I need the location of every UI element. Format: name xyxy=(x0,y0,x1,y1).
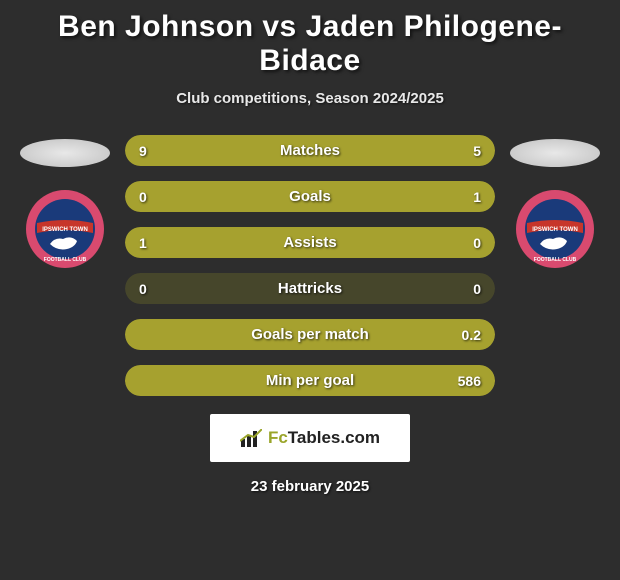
svg-text:FOOTBALL CLUB: FOOTBALL CLUB xyxy=(44,257,87,263)
stat-bar: 95Matches xyxy=(125,135,495,166)
stat-label: Goals per match xyxy=(125,319,495,350)
page-title: Ben Johnson vs Jaden Philogene-Bidace xyxy=(10,10,610,78)
club-badge-left: IPSWICH TOWN FOOTBALL CLUB xyxy=(25,189,105,269)
stat-bar: 586Min per goal xyxy=(125,365,495,396)
brand-text: FcTables.com xyxy=(268,428,380,448)
main-row: IPSWICH TOWN FOOTBALL CLUB 95Matches 01Go… xyxy=(10,135,610,396)
right-player-col: IPSWICH TOWN FOOTBALL CLUB xyxy=(505,135,605,269)
ipswich-badge-icon: IPSWICH TOWN FOOTBALL CLUB xyxy=(515,189,595,269)
stat-label: Hattricks xyxy=(125,273,495,304)
svg-text:IPSWICH TOWN: IPSWICH TOWN xyxy=(42,227,88,233)
svg-text:FOOTBALL CLUB: FOOTBALL CLUB xyxy=(534,257,577,263)
ipswich-badge-icon: IPSWICH TOWN FOOTBALL CLUB xyxy=(25,189,105,269)
stat-bar: 00Hattricks xyxy=(125,273,495,304)
svg-text:IPSWICH TOWN: IPSWICH TOWN xyxy=(532,227,578,233)
player-silhouette-left xyxy=(20,139,110,167)
footer-date: 23 february 2025 xyxy=(10,478,610,495)
subtitle: Club competitions, Season 2024/2025 xyxy=(10,90,610,107)
stat-bar: 0.2Goals per match xyxy=(125,319,495,350)
stat-label: Goals xyxy=(125,181,495,212)
club-badge-right: IPSWICH TOWN FOOTBALL CLUB xyxy=(515,189,595,269)
stats-bars: 95Matches 01Goals 10Assists 00Hattricks 0.2G… xyxy=(125,135,495,396)
stat-bar: 01Goals xyxy=(125,181,495,212)
stat-label: Matches xyxy=(125,135,495,166)
comparison-widget: Ben Johnson vs Jaden Philogene-Bidace Cl… xyxy=(0,0,620,500)
footer-brand[interactable]: FcTables.com xyxy=(210,414,410,462)
player-silhouette-right xyxy=(510,139,600,167)
stat-label: Assists xyxy=(125,227,495,258)
left-player-col: IPSWICH TOWN FOOTBALL CLUB xyxy=(15,135,115,269)
stat-bar: 10Assists xyxy=(125,227,495,258)
stat-label: Min per goal xyxy=(125,365,495,396)
bar-chart-icon xyxy=(240,429,262,447)
